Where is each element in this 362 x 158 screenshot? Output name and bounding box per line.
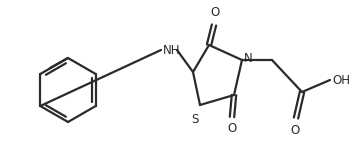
Text: O: O bbox=[227, 122, 237, 135]
Text: N: N bbox=[244, 52, 253, 66]
Text: O: O bbox=[290, 124, 300, 137]
Text: NH: NH bbox=[163, 43, 181, 57]
Text: S: S bbox=[191, 113, 199, 126]
Text: OH: OH bbox=[332, 73, 350, 86]
Text: O: O bbox=[210, 6, 220, 19]
